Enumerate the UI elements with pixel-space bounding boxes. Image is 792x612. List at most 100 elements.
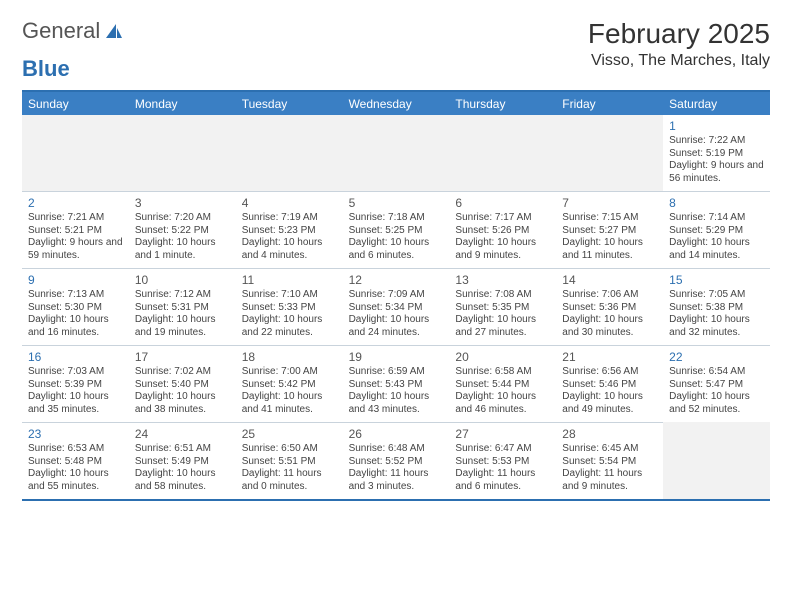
calendar-day: 25Sunrise: 6:50 AMSunset: 5:51 PMDayligh… <box>236 422 343 499</box>
calendar-day: 19Sunrise: 6:59 AMSunset: 5:43 PMDayligh… <box>343 345 450 422</box>
day-number: 17 <box>135 350 230 365</box>
day-number: 23 <box>28 427 123 442</box>
sunrise-text: Sunrise: 7:12 AM <box>135 289 230 302</box>
sunrise-text: Sunrise: 7:09 AM <box>349 289 444 302</box>
day-number: 21 <box>562 350 657 365</box>
day-number: 14 <box>562 273 657 288</box>
sunrise-text: Sunrise: 6:48 AM <box>349 443 444 456</box>
daylight-text: Daylight: 10 hours and 1 minute. <box>135 237 230 262</box>
sunrise-text: Sunrise: 7:03 AM <box>28 366 123 379</box>
calendar-week: 9Sunrise: 7:13 AMSunset: 5:30 PMDaylight… <box>22 268 770 345</box>
sunset-text: Sunset: 5:26 PM <box>455 225 550 238</box>
day-number: 13 <box>455 273 550 288</box>
weekday-header-row: Sunday Monday Tuesday Wednesday Thursday… <box>22 92 770 115</box>
logo-text-1: General <box>22 18 100 44</box>
logo: General <box>22 18 126 44</box>
sunrise-text: Sunrise: 7:13 AM <box>28 289 123 302</box>
daylight-text: Daylight: 10 hours and 52 minutes. <box>669 391 764 416</box>
daylight-text: Daylight: 10 hours and 4 minutes. <box>242 237 337 262</box>
day-number: 3 <box>135 196 230 211</box>
daylight-text: Daylight: 9 hours and 56 minutes. <box>669 160 764 185</box>
weekday-header: Thursday <box>449 92 556 115</box>
daylight-text: Daylight: 10 hours and 58 minutes. <box>135 468 230 493</box>
day-number: 2 <box>28 196 123 211</box>
calendar-day-empty <box>22 115 129 191</box>
sunset-text: Sunset: 5:39 PM <box>28 379 123 392</box>
day-number: 8 <box>669 196 764 211</box>
sunrise-text: Sunrise: 7:19 AM <box>242 212 337 225</box>
sunset-text: Sunset: 5:42 PM <box>242 379 337 392</box>
calendar-day: 21Sunrise: 6:56 AMSunset: 5:46 PMDayligh… <box>556 345 663 422</box>
calendar-day-empty <box>236 115 343 191</box>
logo-sail-icon <box>104 22 124 40</box>
day-number: 20 <box>455 350 550 365</box>
calendar-day: 4Sunrise: 7:19 AMSunset: 5:23 PMDaylight… <box>236 191 343 268</box>
sunset-text: Sunset: 5:27 PM <box>562 225 657 238</box>
weekday-header: Sunday <box>22 92 129 115</box>
sunset-text: Sunset: 5:23 PM <box>242 225 337 238</box>
daylight-text: Daylight: 10 hours and 24 minutes. <box>349 314 444 339</box>
calendar-day-empty <box>129 115 236 191</box>
calendar-day: 10Sunrise: 7:12 AMSunset: 5:31 PMDayligh… <box>129 268 236 345</box>
weekday-header: Wednesday <box>343 92 450 115</box>
sunrise-text: Sunrise: 7:22 AM <box>669 135 764 148</box>
calendar-week: 2Sunrise: 7:21 AMSunset: 5:21 PMDaylight… <box>22 191 770 268</box>
sunrise-text: Sunrise: 7:08 AM <box>455 289 550 302</box>
calendar-day: 12Sunrise: 7:09 AMSunset: 5:34 PMDayligh… <box>343 268 450 345</box>
sunset-text: Sunset: 5:44 PM <box>455 379 550 392</box>
weekday-header: Monday <box>129 92 236 115</box>
sunrise-text: Sunrise: 6:47 AM <box>455 443 550 456</box>
sunrise-text: Sunrise: 7:00 AM <box>242 366 337 379</box>
calendar-day: 13Sunrise: 7:08 AMSunset: 5:35 PMDayligh… <box>449 268 556 345</box>
daylight-text: Daylight: 10 hours and 6 minutes. <box>349 237 444 262</box>
daylight-text: Daylight: 10 hours and 19 minutes. <box>135 314 230 339</box>
sunrise-text: Sunrise: 7:02 AM <box>135 366 230 379</box>
sunrise-text: Sunrise: 7:06 AM <box>562 289 657 302</box>
calendar-day: 20Sunrise: 6:58 AMSunset: 5:44 PMDayligh… <box>449 345 556 422</box>
sunset-text: Sunset: 5:51 PM <box>242 456 337 469</box>
sunset-text: Sunset: 5:46 PM <box>562 379 657 392</box>
daylight-text: Daylight: 11 hours and 3 minutes. <box>349 468 444 493</box>
sunrise-text: Sunrise: 7:17 AM <box>455 212 550 225</box>
daylight-text: Daylight: 10 hours and 30 minutes. <box>562 314 657 339</box>
calendar-day-empty <box>449 115 556 191</box>
sunrise-text: Sunrise: 6:51 AM <box>135 443 230 456</box>
sunset-text: Sunset: 5:21 PM <box>28 225 123 238</box>
sunset-text: Sunset: 5:49 PM <box>135 456 230 469</box>
sunset-text: Sunset: 5:33 PM <box>242 302 337 315</box>
sunrise-text: Sunrise: 6:58 AM <box>455 366 550 379</box>
calendar-week: 23Sunrise: 6:53 AMSunset: 5:48 PM Dayligh… <box>22 422 770 499</box>
calendar-day: 1Sunrise: 7:22 AMSunset: 5:19 PMDaylight… <box>663 115 770 191</box>
sunset-text: Sunset: 5:43 PM <box>349 379 444 392</box>
location-text: Visso, The Marches, Italy <box>588 52 770 70</box>
month-title: February 2025 <box>588 18 770 50</box>
day-number: 15 <box>669 273 764 288</box>
calendar-day-empty <box>343 115 450 191</box>
sunset-text: Sunset: 5:52 PM <box>349 456 444 469</box>
sunrise-text: Sunrise: 6:53 AM <box>28 443 123 456</box>
day-number: 4 <box>242 196 337 211</box>
sunset-text: Sunset: 5:35 PM <box>455 302 550 315</box>
daylight-text: Daylight: 10 hours and 14 minutes. <box>669 237 764 262</box>
sunset-text: Sunset: 5:53 PM <box>455 456 550 469</box>
day-number: 11 <box>242 273 337 288</box>
calendar-day: 3Sunrise: 7:20 AMSunset: 5:22 PMDaylight… <box>129 191 236 268</box>
calendar-day: 17Sunrise: 7:02 AMSunset: 5:40 PMDayligh… <box>129 345 236 422</box>
calendar-day-empty <box>663 422 770 499</box>
sunset-text: Sunset: 5:48 PM <box>28 456 123 469</box>
weeks-container: 1Sunrise: 7:22 AMSunset: 5:19 PMDaylight… <box>22 115 770 499</box>
sunset-text: Sunset: 5:47 PM <box>669 379 764 392</box>
day-number: 28 <box>562 427 657 442</box>
calendar-day: 7Sunrise: 7:15 AMSunset: 5:27 PMDaylight… <box>556 191 663 268</box>
bottom-rule <box>22 499 770 501</box>
daylight-text: Daylight: 11 hours and 6 minutes. <box>455 468 550 493</box>
daylight-text: Daylight: 10 hours and 41 minutes. <box>242 391 337 416</box>
day-number: 27 <box>455 427 550 442</box>
day-number: 22 <box>669 350 764 365</box>
sunset-text: Sunset: 5:22 PM <box>135 225 230 238</box>
calendar-day: 5Sunrise: 7:18 AMSunset: 5:25 PMDaylight… <box>343 191 450 268</box>
calendar-week: 1Sunrise: 7:22 AMSunset: 5:19 PMDaylight… <box>22 115 770 191</box>
daylight-text: Daylight: 10 hours and 32 minutes. <box>669 314 764 339</box>
sunrise-text: Sunrise: 6:54 AM <box>669 366 764 379</box>
weekday-header: Saturday <box>663 92 770 115</box>
